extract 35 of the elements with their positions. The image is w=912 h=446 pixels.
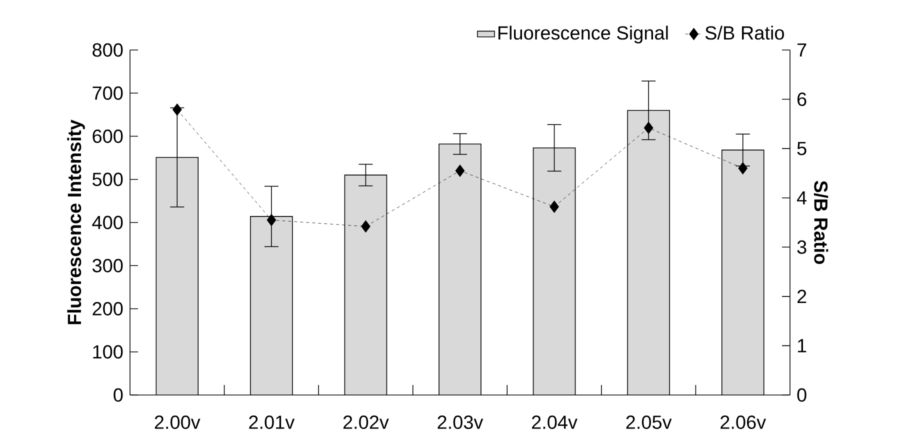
y2-tick-label: 7 [798, 43, 806, 57]
legend-label: Fluorescence Signal [498, 26, 668, 44]
x-tick-label: 2.03v [438, 416, 484, 429]
y-tick-label: 0 [114, 388, 123, 402]
y-tick-label: 200 [92, 302, 123, 316]
y-tick-label: 800 [92, 43, 123, 57]
y2-tick-label: 2 [797, 290, 806, 304]
y2-tick-label: 1 [798, 339, 806, 352]
x-tick-label: 2.05v [626, 416, 672, 429]
point [266, 214, 276, 226]
point [550, 200, 559, 213]
y2-tick-label: 0 [797, 388, 806, 402]
x-tick-label: 2.04v [532, 416, 578, 429]
y2-axis-title: S/B Ratio [814, 180, 828, 264]
y-tick-label: 500 [92, 172, 123, 186]
y-tick-label: 300 [92, 258, 123, 272]
y2-tick-label: 4 [796, 191, 807, 204]
x-tick-label: 2.02v [343, 416, 389, 429]
point [172, 103, 182, 116]
y-tick-label: 600 [92, 130, 123, 143]
point [455, 164, 465, 177]
x-tick-label: 2.06v [720, 416, 766, 429]
y2-tick-label: 5 [797, 142, 806, 156]
legend-label: S/B Ratio [705, 26, 784, 40]
y-tick-label: 700 [92, 86, 123, 100]
point [644, 122, 654, 134]
y2-tick-label: 3 [797, 240, 806, 254]
x-tick-label: 2.01v [249, 416, 295, 429]
y-axis-title: Fluorescence Intensity [67, 120, 85, 324]
x-tick-label: 2.00v [154, 416, 200, 429]
point [738, 162, 748, 174]
y2-tick-label: 6 [797, 92, 806, 106]
y-tick-label: 100 [93, 345, 123, 359]
point [361, 220, 370, 233]
y-tick-label: 400 [92, 216, 123, 230]
